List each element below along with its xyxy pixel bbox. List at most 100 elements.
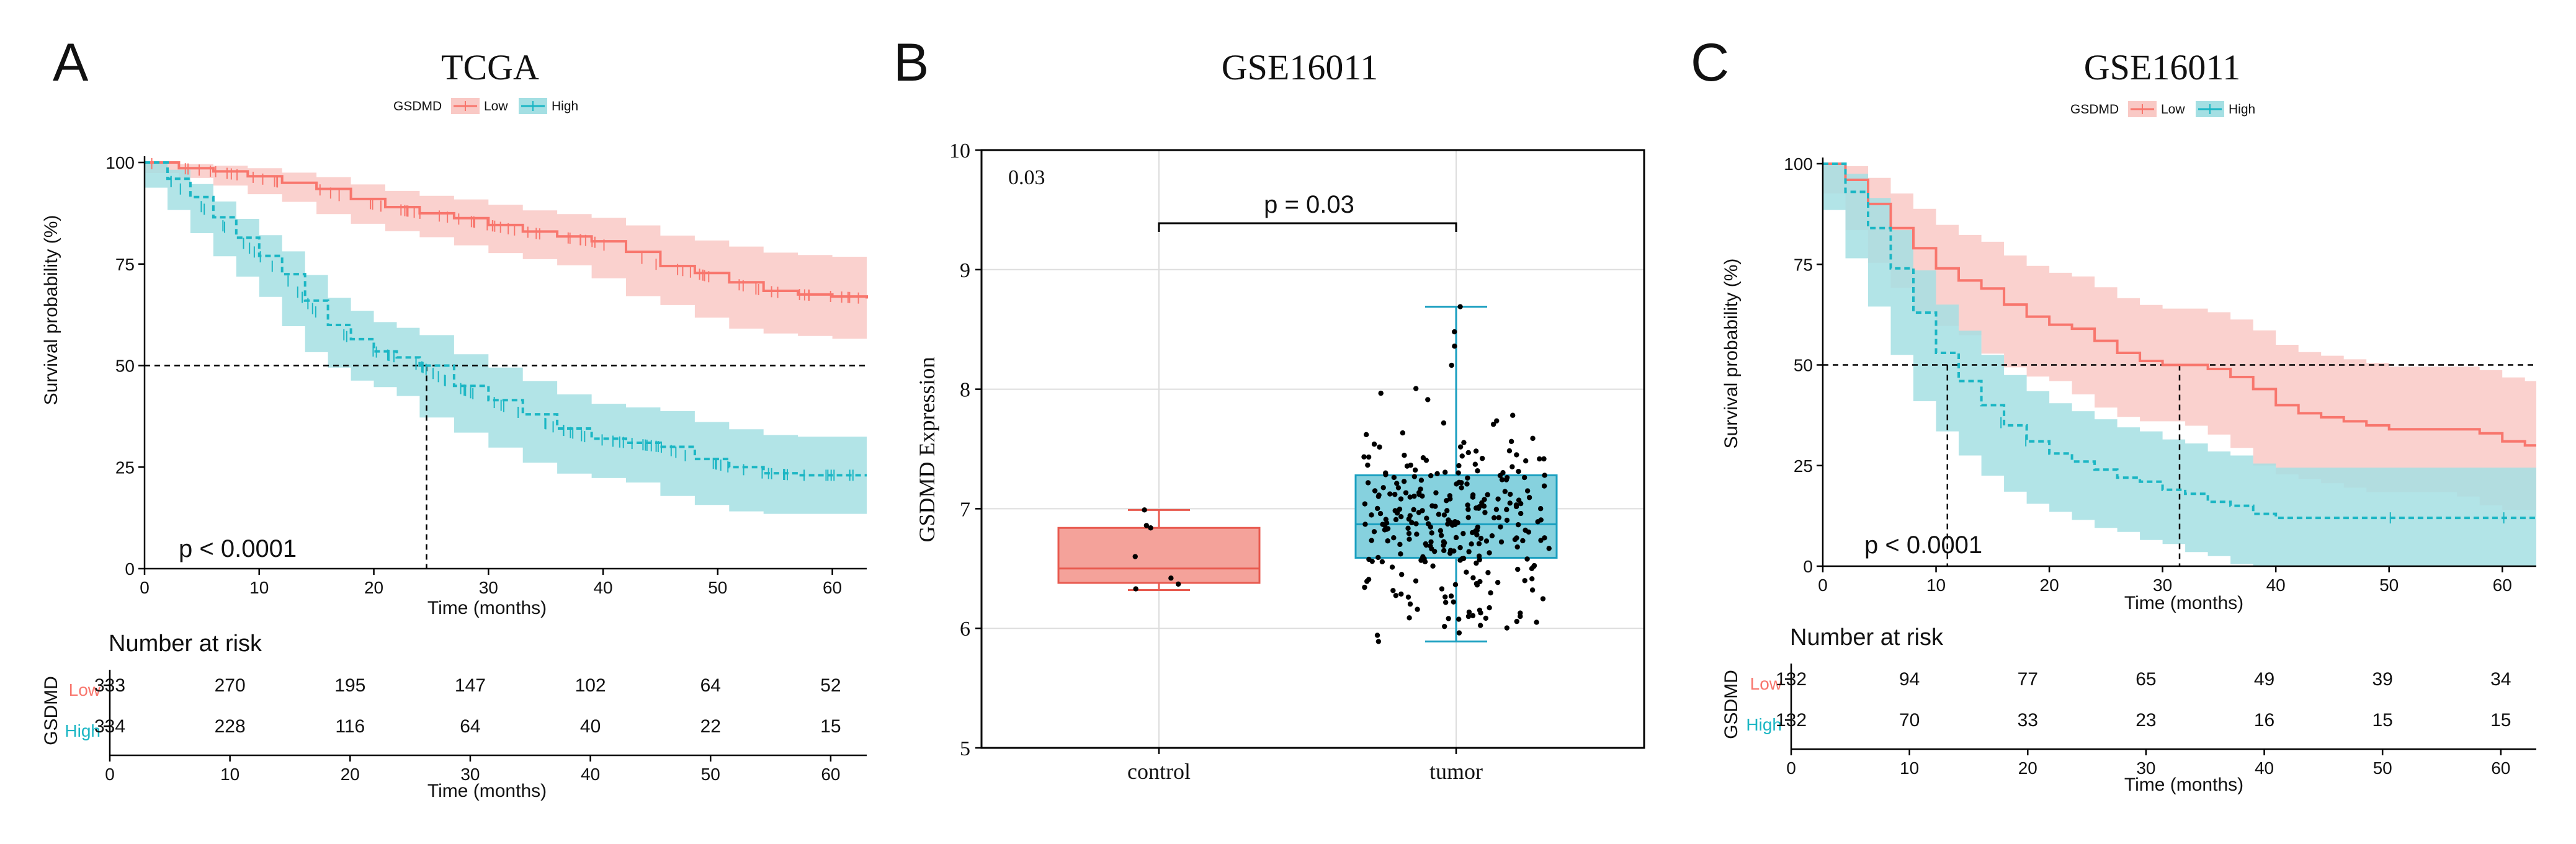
y-tick-label: 75 <box>1794 255 1813 274</box>
data-point-tumor <box>1363 432 1369 438</box>
data-point-tumor <box>1514 618 1519 624</box>
risk-x-tick-label: 60 <box>821 765 840 784</box>
panel-a-km-plot: 0 25 50 75 100 0 10 20 30 40 50 60 <box>105 153 868 597</box>
y-tick-label: 25 <box>115 458 135 477</box>
data-point-tumor <box>1461 440 1467 445</box>
data-point-tumor <box>1472 461 1478 467</box>
data-point-tumor <box>1474 582 1480 588</box>
box-tumor <box>1354 474 1558 559</box>
data-point-control <box>1148 525 1153 531</box>
data-point-tumor <box>1507 491 1513 497</box>
data-point-tumor <box>1488 590 1493 596</box>
data-point-tumor <box>1391 474 1397 481</box>
data-point-tumor <box>1470 530 1475 536</box>
x-tick-label: 30 <box>2153 575 2172 595</box>
x-tick-label: 10 <box>1926 575 1946 595</box>
panel-a-legend-low-label: Low <box>484 99 508 113</box>
data-point-tumor <box>1474 532 1480 538</box>
data-point-tumor <box>1526 495 1532 500</box>
data-point-tumor <box>1508 438 1514 445</box>
risk-cell-low: 49 <box>2254 669 2274 690</box>
data-point-tumor <box>1416 510 1422 515</box>
y-tick-label: 100 <box>1784 154 1813 174</box>
panel-c-ylabel: Survival probability (%) <box>1721 259 1742 449</box>
panel-c-km-plot: 0 25 50 75 100 0 10 20 30 40 50 60 <box>1784 154 2536 595</box>
data-point-tumor <box>1397 541 1403 548</box>
data-point-tumor <box>1529 587 1536 593</box>
data-point-tumor <box>1499 477 1505 482</box>
data-point-tumor <box>1465 613 1472 620</box>
risk-x-tick-label: 40 <box>2255 758 2274 778</box>
data-point-tumor <box>1379 559 1385 565</box>
panel-a-legend-high-label: High <box>552 99 578 113</box>
data-point-tumor <box>1542 535 1547 541</box>
data-point-tumor <box>1436 512 1442 517</box>
x-tick-label: 20 <box>2040 575 2059 595</box>
panel-b-corner-label: 0.03 <box>1008 166 1045 189</box>
data-point-tumor <box>1447 548 1454 553</box>
data-point-tumor <box>1413 521 1419 526</box>
data-point-tumor <box>1374 633 1380 638</box>
panel-c-legend-low-key <box>2128 101 2157 117</box>
data-point-tumor-high <box>1452 343 1457 349</box>
data-point-tumor <box>1375 494 1382 499</box>
data-point-tumor <box>1485 492 1490 497</box>
data-point-tumor <box>1402 453 1407 458</box>
data-point-control <box>1168 575 1174 581</box>
risk-cell-low: 132 <box>1776 669 1807 690</box>
data-point-tumor <box>1456 463 1462 469</box>
data-point-tumor <box>1514 544 1520 550</box>
panel-c-legend-title: GSDMD <box>2070 102 2119 117</box>
data-point-tumor <box>1395 485 1402 491</box>
data-point-tumor <box>1438 528 1444 533</box>
y-tick-label: 7 <box>960 498 970 521</box>
data-point-tumor <box>1371 442 1377 447</box>
data-point-tumor <box>1518 500 1524 507</box>
data-point-tumor <box>1405 525 1411 531</box>
x-tick-label: 20 <box>364 578 383 597</box>
data-point-tumor <box>1380 485 1386 491</box>
data-point-tumor <box>1493 507 1500 512</box>
data-point-tumor <box>1434 471 1440 476</box>
data-point-tumor <box>1474 560 1479 566</box>
data-point-tumor <box>1470 575 1476 580</box>
box-control <box>1057 526 1261 584</box>
data-point-tumor <box>1452 519 1457 525</box>
data-point-tumor <box>1441 512 1447 518</box>
risk-cell-low: 94 <box>1899 669 1920 690</box>
data-point-tumor <box>1362 584 1367 590</box>
data-point-tumor <box>1502 489 1508 494</box>
x-tick-label: 50 <box>708 578 727 597</box>
data-point-control <box>1133 586 1138 592</box>
data-point-control <box>1175 581 1181 587</box>
data-point-tumor <box>1498 539 1505 545</box>
y-tick-label: 50 <box>115 357 135 376</box>
data-point-tumor <box>1384 526 1390 532</box>
data-point-tumor <box>1546 546 1552 551</box>
x-tick-label: 10 <box>249 578 269 597</box>
data-point-tumor <box>1378 390 1384 396</box>
risk-cell-high: 334 <box>94 716 125 737</box>
risk-cell-low: 77 <box>2018 669 2038 690</box>
data-point-tumor <box>1510 412 1516 418</box>
data-point-tumor <box>1371 529 1377 535</box>
panel-letter-b: B <box>893 33 929 92</box>
data-point-tumor <box>1411 474 1418 479</box>
data-point-tumor <box>1375 639 1382 644</box>
km-curve-high <box>145 161 867 477</box>
data-point-tumor <box>1441 420 1447 426</box>
risk-cell-low: 102 <box>575 675 606 696</box>
panel-a-xlabel: Time (months) <box>427 598 547 618</box>
data-point-tumor <box>1476 553 1482 559</box>
risk-cell-low: 195 <box>334 675 365 696</box>
data-point-tumor <box>1397 506 1403 512</box>
data-point-tumor <box>1485 570 1491 575</box>
data-point-tumor <box>1541 483 1547 489</box>
data-point-tumor <box>1465 450 1471 456</box>
risk-cell-high: 116 <box>335 716 365 737</box>
data-point-tumor <box>1523 527 1528 533</box>
y-tick-label: 0 <box>125 559 135 579</box>
data-point-tumor <box>1411 493 1417 499</box>
risk-x-tick-label: 0 <box>1786 758 1796 778</box>
